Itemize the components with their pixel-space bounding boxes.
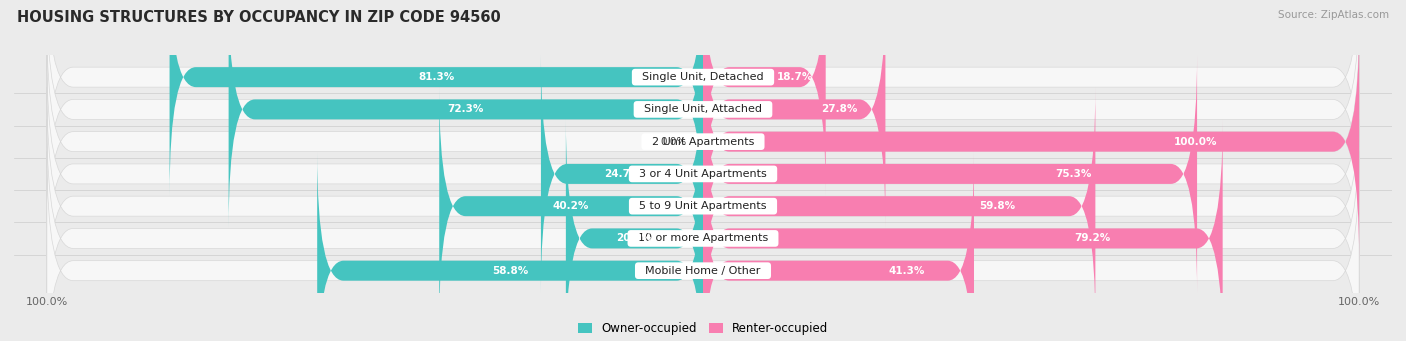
FancyBboxPatch shape [46, 23, 1360, 261]
Text: 79.2%: 79.2% [1074, 234, 1111, 243]
Text: HOUSING STRUCTURES BY OCCUPANCY IN ZIP CODE 94560: HOUSING STRUCTURES BY OCCUPANCY IN ZIP C… [17, 10, 501, 25]
FancyBboxPatch shape [46, 87, 1360, 325]
Text: 75.3%: 75.3% [1056, 169, 1091, 179]
Legend: Owner-occupied, Renter-occupied: Owner-occupied, Renter-occupied [572, 317, 834, 340]
Text: Single Unit, Detached: Single Unit, Detached [636, 72, 770, 82]
FancyBboxPatch shape [703, 55, 1197, 293]
Text: 100.0%: 100.0% [1174, 137, 1216, 147]
Text: Source: ZipAtlas.com: Source: ZipAtlas.com [1278, 10, 1389, 20]
Text: 10 or more Apartments: 10 or more Apartments [631, 234, 775, 243]
Text: 58.8%: 58.8% [492, 266, 529, 276]
FancyBboxPatch shape [703, 87, 1095, 325]
FancyBboxPatch shape [46, 0, 1360, 228]
FancyBboxPatch shape [541, 55, 703, 293]
Text: 41.3%: 41.3% [889, 266, 924, 276]
Text: Single Unit, Attached: Single Unit, Attached [637, 104, 769, 114]
Text: 59.8%: 59.8% [979, 201, 1015, 211]
FancyBboxPatch shape [703, 0, 825, 196]
FancyBboxPatch shape [46, 119, 1360, 341]
Text: 5 to 9 Unit Apartments: 5 to 9 Unit Apartments [633, 201, 773, 211]
FancyBboxPatch shape [46, 55, 1360, 293]
FancyBboxPatch shape [703, 152, 974, 341]
FancyBboxPatch shape [318, 152, 703, 341]
FancyBboxPatch shape [439, 87, 703, 325]
Text: 81.3%: 81.3% [418, 72, 454, 82]
FancyBboxPatch shape [703, 23, 1360, 261]
FancyBboxPatch shape [46, 152, 1360, 341]
Text: 2 Unit Apartments: 2 Unit Apartments [645, 137, 761, 147]
FancyBboxPatch shape [170, 0, 703, 196]
FancyBboxPatch shape [229, 0, 703, 228]
Text: 24.7%: 24.7% [603, 169, 640, 179]
FancyBboxPatch shape [703, 119, 1223, 341]
Text: Mobile Home / Other: Mobile Home / Other [638, 266, 768, 276]
FancyBboxPatch shape [46, 0, 1360, 196]
Text: 3 or 4 Unit Apartments: 3 or 4 Unit Apartments [633, 169, 773, 179]
FancyBboxPatch shape [703, 0, 886, 228]
Text: 20.9%: 20.9% [616, 234, 652, 243]
Text: 72.3%: 72.3% [447, 104, 484, 114]
Text: 27.8%: 27.8% [821, 104, 858, 114]
Text: 0.0%: 0.0% [661, 137, 686, 147]
FancyBboxPatch shape [565, 119, 703, 341]
Text: 40.2%: 40.2% [553, 201, 589, 211]
Text: 18.7%: 18.7% [778, 72, 813, 82]
